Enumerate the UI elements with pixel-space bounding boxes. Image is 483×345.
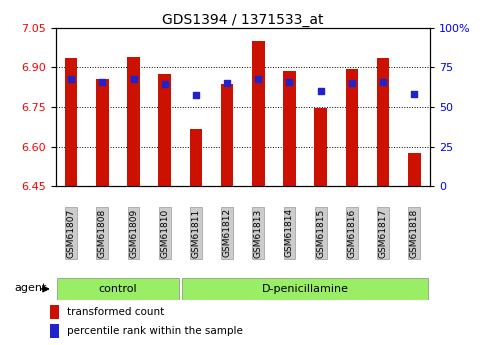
Title: GDS1394 / 1371533_at: GDS1394 / 1371533_at (162, 12, 324, 27)
Bar (96, 79, 109, 186)
Bar (314, 108, 327, 186)
Bar (408, 153, 421, 186)
Point (161, 82, 169, 87)
Bar (221, 85, 233, 186)
Text: transformed count: transformed count (67, 307, 164, 317)
Bar (283, 71, 296, 186)
Point (223, 80, 231, 86)
Bar (65, 58, 77, 186)
Point (129, 77, 137, 82)
Text: GSM61812: GSM61812 (223, 208, 232, 257)
Bar (377, 58, 389, 186)
Text: GSM61810: GSM61810 (160, 208, 169, 257)
Text: GSM61813: GSM61813 (254, 208, 263, 257)
Text: GSM61818: GSM61818 (410, 208, 419, 257)
Text: GSM61807: GSM61807 (67, 208, 76, 257)
Bar (158, 74, 171, 186)
Text: GSM61815: GSM61815 (316, 208, 325, 257)
Point (379, 79, 387, 85)
Bar (128, 57, 140, 186)
Text: GSM61811: GSM61811 (191, 208, 200, 257)
Text: GSM61817: GSM61817 (379, 208, 387, 257)
Point (67, 77, 75, 82)
Text: GSM61808: GSM61808 (98, 208, 107, 257)
Bar (57, 278, 179, 300)
Text: percentile rank within the sample: percentile rank within the sample (67, 326, 243, 336)
Text: D-penicillamine: D-penicillamine (262, 284, 349, 294)
Point (285, 79, 293, 85)
Bar (346, 69, 358, 186)
Bar (182, 278, 428, 300)
Text: control: control (99, 284, 137, 294)
Point (348, 80, 356, 86)
Bar (50, 305, 59, 319)
Point (255, 77, 262, 82)
Point (192, 92, 200, 98)
Bar (190, 129, 202, 186)
Text: agent: agent (14, 283, 46, 293)
Text: GSM61809: GSM61809 (129, 208, 138, 257)
Text: GSM61816: GSM61816 (347, 208, 356, 257)
Point (99, 79, 106, 85)
Bar (252, 41, 265, 186)
Point (411, 91, 418, 97)
Bar (50, 324, 59, 338)
Point (317, 88, 325, 94)
Text: GSM61814: GSM61814 (285, 208, 294, 257)
